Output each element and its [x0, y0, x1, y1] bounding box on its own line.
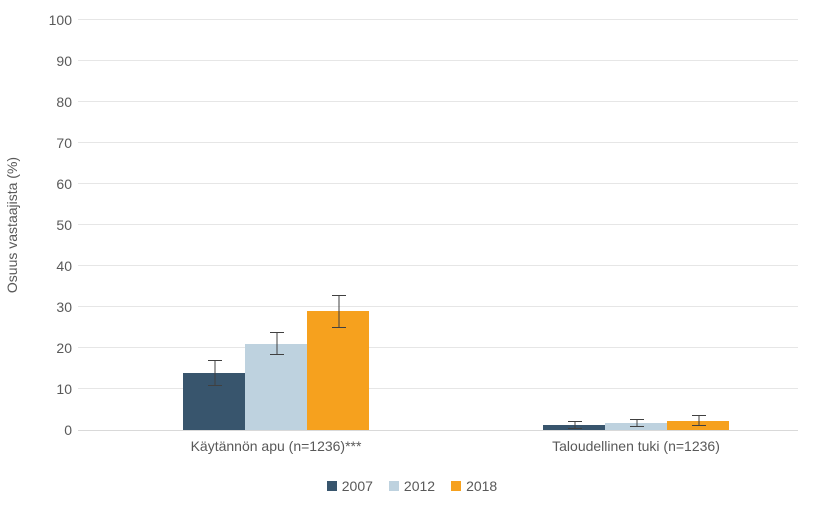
ytick-label: 80 — [32, 94, 72, 110]
legend-item-2012: 2012 — [389, 478, 435, 494]
xtick-label: Taloudellinen tuki (n=1236) — [552, 438, 720, 454]
ytick-label: 100 — [32, 12, 72, 28]
ytick-label: 90 — [32, 53, 72, 69]
gridline — [78, 265, 798, 266]
gridline — [78, 347, 798, 348]
legend-label: 2018 — [466, 478, 497, 494]
gridline — [78, 101, 798, 102]
gridline — [78, 224, 798, 225]
ytick-label: 50 — [32, 217, 72, 233]
ytick-label: 60 — [32, 176, 72, 192]
ytick-label: 10 — [32, 381, 72, 397]
legend: 2007 2012 2018 — [0, 478, 824, 494]
legend-swatch — [327, 481, 337, 491]
ytick-label: 0 — [32, 422, 72, 438]
legend-label: 2007 — [342, 478, 373, 494]
bar-financial-2018 — [667, 421, 729, 430]
legend-swatch — [389, 481, 399, 491]
gridline — [78, 183, 798, 184]
bar-financial-2012 — [605, 423, 667, 430]
legend-label: 2012 — [404, 478, 435, 494]
y-axis-label: Osuus vastaajista (%) — [4, 157, 20, 293]
legend-swatch — [451, 481, 461, 491]
ytick-label: 70 — [32, 135, 72, 151]
bar-practical-2007 — [183, 373, 245, 430]
chart-container: Osuus vastaajista (%) 2007 2012 2018 0 10 20… — [0, 0, 824, 516]
legend-item-2007: 2007 — [327, 478, 373, 494]
gridline — [78, 306, 798, 307]
gridline — [78, 60, 798, 61]
ytick-label: 20 — [32, 340, 72, 356]
bar-practical-2018 — [307, 311, 369, 430]
xtick-label: Käytännön apu (n=1236)*** — [191, 438, 362, 454]
ytick-label: 40 — [32, 258, 72, 274]
legend-item-2018: 2018 — [451, 478, 497, 494]
plot-area — [78, 20, 798, 430]
x-axis-line — [78, 430, 798, 431]
bar-practical-2012 — [245, 344, 307, 430]
gridline — [78, 19, 798, 20]
ytick-label: 30 — [32, 299, 72, 315]
bar-financial-2007 — [543, 425, 605, 430]
gridline — [78, 142, 798, 143]
